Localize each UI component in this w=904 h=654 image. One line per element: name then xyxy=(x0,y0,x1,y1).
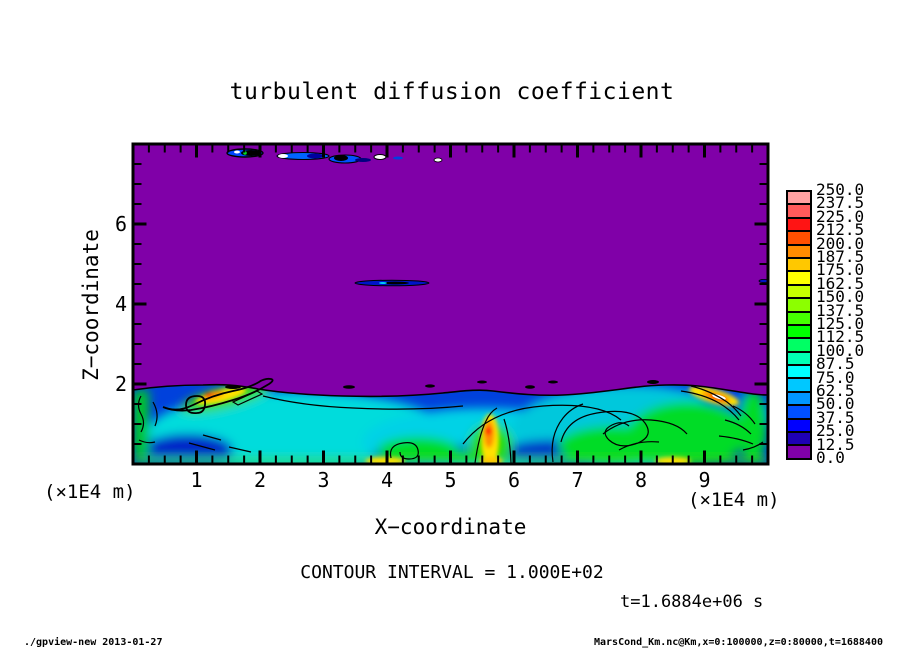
footer-command-stamp: ./gpview-new 2013-01-27 xyxy=(24,637,163,648)
x-tick-label: 2 xyxy=(253,468,267,492)
colorbar-label: 250.0 xyxy=(816,180,865,199)
colorbar-label: 75.0 xyxy=(816,367,855,387)
colorbar-label: 50.0 xyxy=(816,394,855,414)
colorbar-label: 12.5 xyxy=(816,434,855,454)
contour-specks xyxy=(225,380,659,389)
top-cloud-streaks xyxy=(226,148,443,164)
colorbar-label: 150.0 xyxy=(816,287,865,307)
x-tick-label: 6 xyxy=(507,468,521,492)
colorbar-label: 87.5 xyxy=(816,354,855,374)
colorbar-label: 0.0 xyxy=(816,448,845,467)
z-tick-label: 2 xyxy=(114,372,127,396)
colorbar-label: 25.0 xyxy=(816,421,855,441)
x-tick-label: 7 xyxy=(571,468,584,492)
time-annotation: t=1.6884e+06 s xyxy=(620,592,764,612)
axis-ticks xyxy=(134,145,767,463)
x-tick-label: 3 xyxy=(317,468,330,492)
x-tick-label: 1 xyxy=(190,468,203,492)
colorbar-label: 225.0 xyxy=(816,206,865,226)
contour-plot-svg xyxy=(131,142,770,466)
x-tick-label: 4 xyxy=(380,468,394,492)
chart-title: turbulent diffusion coefficient xyxy=(229,79,675,105)
colorbar-label: 37.5 xyxy=(816,407,855,427)
colorbar-label: 112.5 xyxy=(816,327,865,347)
x-tick-label: 9 xyxy=(698,468,711,492)
contour-lines xyxy=(132,377,769,464)
colorbar-label: 125.0 xyxy=(816,314,865,333)
footer-dataset-stamp: MarsCond_Km.nc@Km,x=0:100000,z=0:80000,t… xyxy=(594,637,883,648)
x-unit-label-right: (×1E4 m) xyxy=(688,489,780,511)
x-unit-label-left: (×1E4 m) xyxy=(44,481,136,503)
colorbar-label: 62.5 xyxy=(816,381,855,400)
x-axis-label: X−coordinate xyxy=(374,515,527,539)
colorbar-label: 100.0 xyxy=(816,340,865,360)
x-tick-label: 8 xyxy=(634,468,648,492)
colorbar-label: 212.5 xyxy=(816,220,865,240)
colorbar xyxy=(786,190,812,460)
colorbar-label: 200.0 xyxy=(816,233,865,253)
x-tick-label: 5 xyxy=(444,468,457,492)
colorbar-label: 237.5 xyxy=(816,193,865,213)
colorbar-label: 137.5 xyxy=(816,300,865,320)
z-tick-label: 4 xyxy=(114,292,127,316)
plot-area xyxy=(131,142,770,466)
colorbar-label: 175.0 xyxy=(816,260,865,280)
plot-border xyxy=(131,142,770,466)
colorbar-cell xyxy=(786,444,812,460)
z-tick-label: 6 xyxy=(114,212,127,236)
contour-interval-note: CONTOUR INTERVAL = 1.000E+02 xyxy=(300,562,604,583)
colorbar-label: 162.5 xyxy=(816,273,865,293)
colorbar-label: 187.5 xyxy=(816,247,865,266)
